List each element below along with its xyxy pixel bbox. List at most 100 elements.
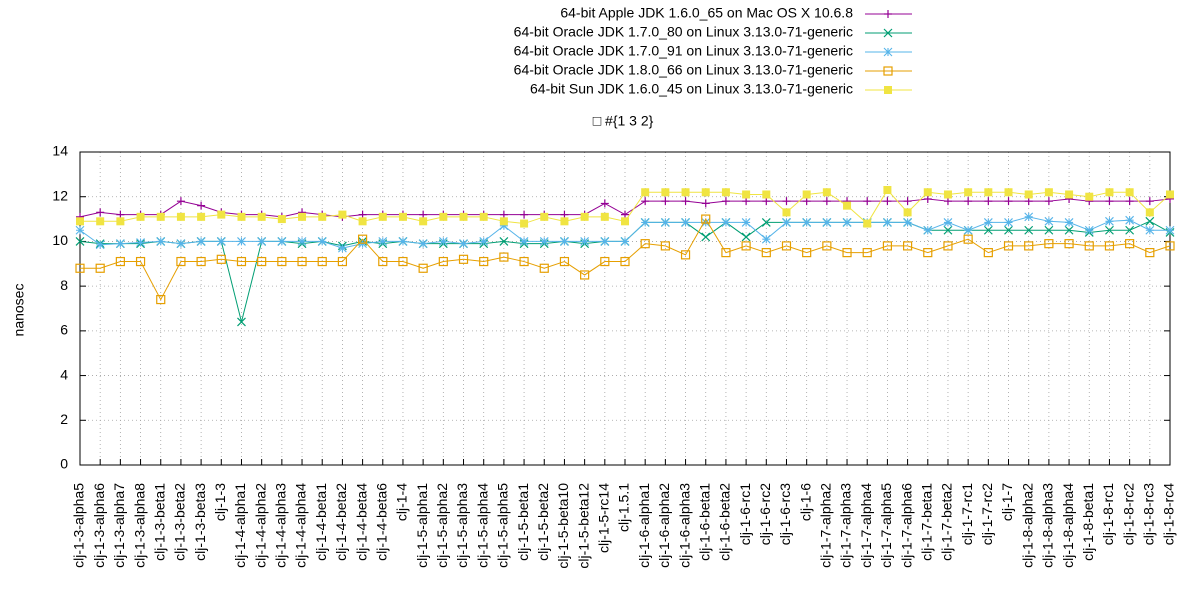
data-point (560, 210, 569, 219)
data-point (963, 234, 973, 244)
x-tick-label: clj-1-4-alpha2 (252, 483, 268, 568)
data-point (701, 188, 710, 197)
data-point (761, 248, 771, 258)
x-tick-label: clj-1-6-alpha1 (636, 483, 652, 568)
data-point (580, 237, 590, 246)
data-point (338, 210, 347, 219)
data-point (378, 212, 387, 221)
x-tick-label: clj-1-8-alpha2 (1019, 483, 1035, 568)
y-tick-label: 2 (60, 411, 68, 427)
x-tick-label: clj-1-4-alpha4 (293, 483, 309, 568)
data-point (1165, 241, 1175, 251)
x-tick-label: clj-1-4-beta1 (313, 483, 329, 561)
data-point (459, 239, 468, 249)
data-point (882, 241, 893, 251)
data-point (862, 248, 872, 258)
legend-label: 64-bit Oracle JDK 1.8.0_66 on Linux 3.13… (514, 62, 853, 78)
data-point (317, 237, 327, 246)
legend-marker (884, 86, 892, 94)
data-point (1145, 197, 1154, 206)
data-point (1105, 225, 1114, 235)
data-point (963, 225, 973, 235)
data-point (600, 212, 609, 221)
data-point (580, 270, 590, 280)
data-point (680, 250, 691, 260)
y-tick-label: 8 (60, 277, 68, 293)
data-point (196, 237, 206, 246)
data-point (943, 197, 952, 206)
data-point (661, 197, 670, 206)
data-point (499, 221, 509, 231)
x-tick-label: clj-1-8-rc1 (1100, 483, 1116, 545)
data-point (1024, 190, 1033, 199)
data-point (600, 237, 610, 246)
data-point (1024, 225, 1034, 235)
x-tick-label: clj-1-4-beta6 (373, 483, 389, 561)
legend-marker (883, 66, 893, 76)
data-point (1125, 239, 1135, 249)
data-point (95, 263, 105, 273)
data-point (721, 188, 730, 197)
data-point (902, 241, 913, 251)
data-point (539, 263, 549, 273)
data-point (1064, 225, 1074, 235)
data-point (883, 197, 892, 206)
data-point (398, 256, 408, 267)
data-point (419, 217, 428, 226)
data-point (621, 217, 629, 226)
data-point (782, 208, 791, 217)
data-point (701, 214, 711, 224)
data-point (1145, 216, 1155, 226)
legend-marker (883, 28, 893, 38)
y-tick-label: 12 (52, 187, 68, 203)
data-point (1065, 190, 1074, 199)
data-point (499, 237, 509, 246)
data-point (116, 217, 125, 226)
data-point (1105, 188, 1114, 197)
data-point (1166, 190, 1174, 199)
data-point (842, 218, 852, 227)
data-point (660, 218, 670, 227)
data-point (479, 256, 489, 267)
x-tick-label: clj-1-7-rc2 (979, 483, 995, 545)
data-point (1044, 188, 1053, 197)
legend-label: 64-bit Oracle JDK 1.7.0_91 on Linux 3.13… (514, 43, 853, 59)
data-point (1024, 197, 1033, 206)
data-point (176, 256, 186, 267)
data-point (782, 218, 791, 227)
data-point (620, 237, 630, 246)
data-point (479, 237, 489, 246)
data-point (883, 186, 892, 195)
data-point (923, 248, 933, 258)
x-tick-label: clj-1-4 (394, 483, 410, 521)
data-point (964, 197, 973, 206)
data-point (398, 212, 407, 221)
data-point (822, 188, 831, 197)
x-tick-label: clj-1-3-beta1 (151, 483, 167, 561)
data-point (297, 237, 307, 246)
data-point (802, 190, 811, 199)
data-point (600, 256, 610, 267)
x-tick-label: clj-1-8-beta1 (1080, 483, 1096, 561)
data-point (923, 188, 932, 197)
x-tick-label: clj-1-7-alpha6 (898, 483, 914, 568)
data-point (156, 294, 166, 305)
x-tick-label: clj-1-4-beta2 (333, 483, 349, 561)
data-point (1085, 192, 1094, 201)
x-tick-label: clj-1-6-rc3 (777, 483, 793, 545)
data-point (135, 256, 146, 267)
data-point (237, 212, 246, 221)
data-point (1165, 225, 1175, 235)
x-tick-label: clj-1-8-rc4 (1161, 483, 1177, 545)
data-point (903, 218, 912, 227)
data-point (721, 197, 730, 206)
data-point (761, 234, 771, 244)
x-tick-label: clj-1-7-alpha5 (878, 483, 894, 568)
data-point (277, 256, 287, 267)
data-point (338, 243, 347, 253)
y-tick-label: 10 (52, 232, 68, 248)
data-point (560, 237, 569, 246)
data-point (237, 237, 246, 246)
data-point (1044, 239, 1054, 249)
data-point (863, 197, 872, 206)
